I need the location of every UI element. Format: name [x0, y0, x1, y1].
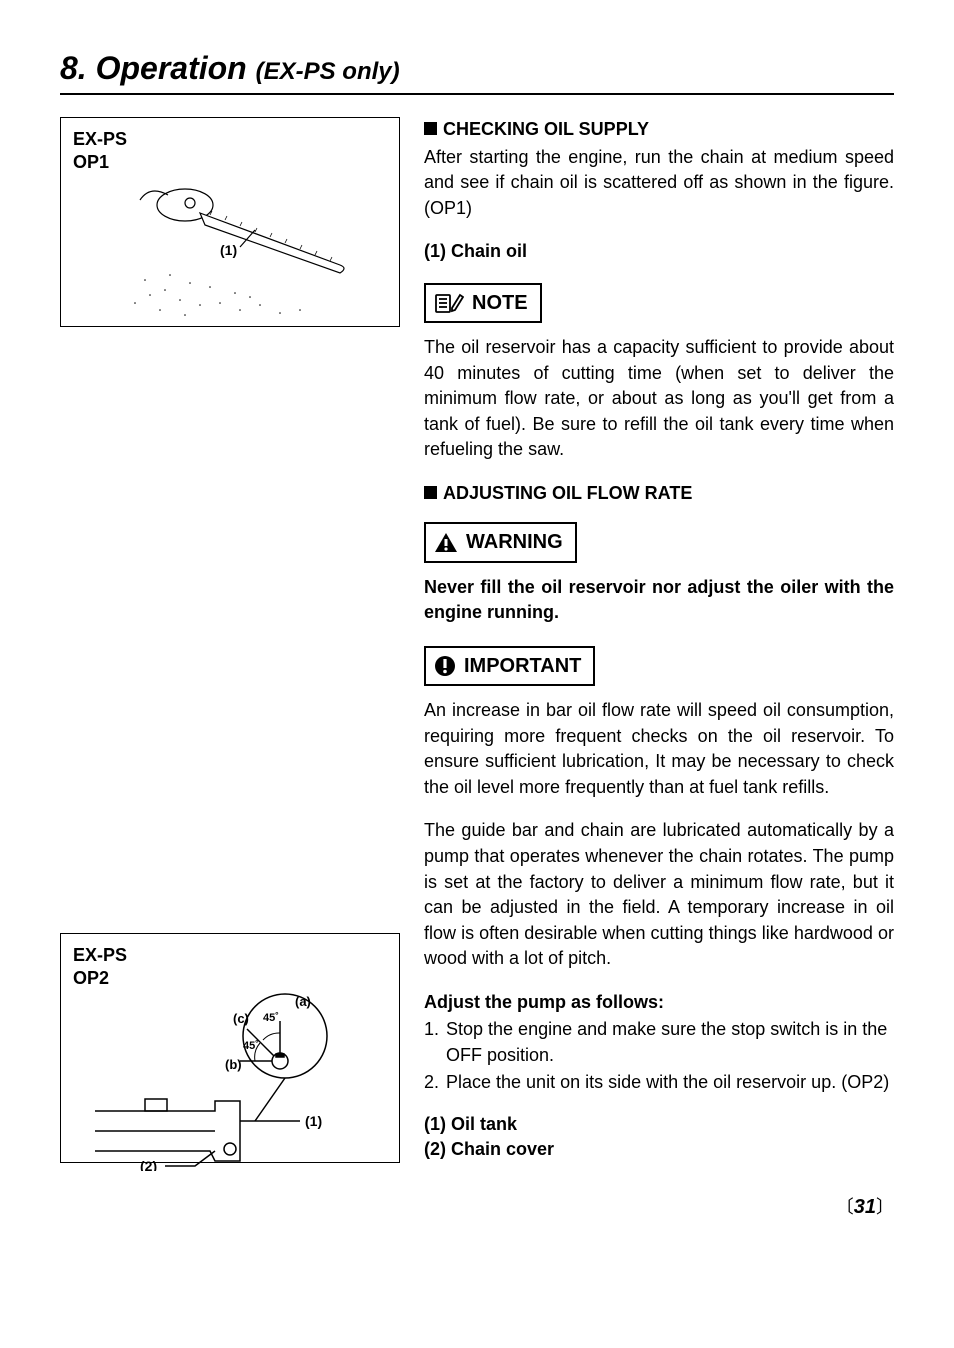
figure-op1-label-1: EX-PS	[73, 129, 127, 149]
adjust-step-2: 2. Place the unit on its side with the o…	[424, 1070, 894, 1096]
note-icon	[434, 292, 464, 314]
figure-op2-label-2: OP2	[73, 968, 109, 988]
important-callout: IMPORTANT	[424, 646, 595, 686]
checking-oil-heading: CHECKING OIL SUPPLY	[424, 117, 894, 143]
title-sub: (EX-PS only)	[256, 58, 400, 85]
figure-op2-label: EX-PS OP2	[73, 944, 387, 991]
page-num: 31	[854, 1196, 876, 1218]
page-title: 8. Operation (EX-PS only)	[60, 50, 894, 95]
page-bracket-open: 〔	[836, 1197, 854, 1217]
warning-label: WARNING	[466, 528, 563, 556]
oil-tank-item: (1) Oil tank	[424, 1112, 894, 1138]
adjusting-heading-text: ADJUSTING OIL FLOW RATE	[443, 483, 692, 503]
important-label: IMPORTANT	[464, 652, 581, 680]
title-main: 8. Operation	[60, 50, 256, 86]
oil-pump-adjust-icon: (a) (b) (c) 45˚ 45˚ (1) (2)	[85, 991, 375, 1171]
step1-num: 1.	[424, 1017, 446, 1068]
important-icon	[434, 655, 456, 677]
left-column: EX-PS OP1	[60, 117, 400, 1163]
figure-op1-label: EX-PS OP1	[73, 128, 387, 175]
warning-callout: WARNING	[424, 522, 577, 562]
figure-op2: EX-PS OP2	[60, 933, 400, 1163]
figure-op1: EX-PS OP1	[60, 117, 400, 327]
chain-cover-item: (2) Chain cover	[424, 1137, 894, 1163]
lubrication-body: The guide bar and chain are lubricated a…	[424, 818, 894, 971]
left-spacer	[60, 327, 400, 933]
square-bullet-icon	[424, 122, 437, 135]
figure-op2-label-1: EX-PS	[73, 945, 127, 965]
op2-callout-2: (2)	[140, 1158, 157, 1171]
note-callout: NOTE	[424, 283, 542, 323]
page-bracket-close: 〕	[876, 1197, 894, 1217]
page-number: 〔31〕	[60, 1193, 894, 1219]
note-body: The oil reservoir has a capacity suffici…	[424, 335, 894, 463]
important-body: An increase in bar oil flow rate will sp…	[424, 698, 894, 800]
adjust-step-1: 1. Stop the engine and make sure the sto…	[424, 1017, 894, 1068]
step2-num: 2.	[424, 1070, 446, 1096]
checking-oil-heading-text: CHECKING OIL SUPPLY	[443, 119, 649, 139]
chain-oil-item: (1) Chain oil	[424, 239, 894, 265]
figure-op1-label-2: OP1	[73, 152, 109, 172]
content-area: EX-PS OP1	[60, 117, 894, 1163]
figure-op1-image: (1)	[73, 175, 387, 340]
warning-body: Never fill the oil reservoir nor adjust …	[424, 575, 894, 626]
adjust-pump-heading: Adjust the pump as follows:	[424, 990, 894, 1016]
op1-callout-1: (1)	[220, 242, 237, 258]
op2-angle-2: 45˚	[243, 1040, 259, 1052]
right-column: CHECKING OIL SUPPLY After starting the e…	[424, 117, 894, 1163]
step1-text: Stop the engine and make sure the stop s…	[446, 1017, 894, 1068]
figure-op2-image: (a) (b) (c) 45˚ 45˚ (1) (2)	[73, 991, 387, 1176]
op2-callout-1: (1)	[305, 1113, 322, 1129]
op2-a: (a)	[295, 994, 311, 1009]
checking-oil-body: After starting the engine, run the chain…	[424, 145, 894, 222]
adjusting-heading: ADJUSTING OIL FLOW RATE	[424, 481, 894, 507]
op2-angle-1: 45˚	[263, 1012, 279, 1024]
op2-b: (b)	[225, 1057, 242, 1072]
chainsaw-oil-spray-icon: (1)	[90, 175, 370, 335]
note-label: NOTE	[472, 289, 528, 317]
square-bullet-icon	[424, 486, 437, 499]
warning-icon	[434, 532, 458, 554]
step2-text: Place the unit on its side with the oil …	[446, 1070, 889, 1096]
op2-c: (c)	[233, 1011, 249, 1026]
